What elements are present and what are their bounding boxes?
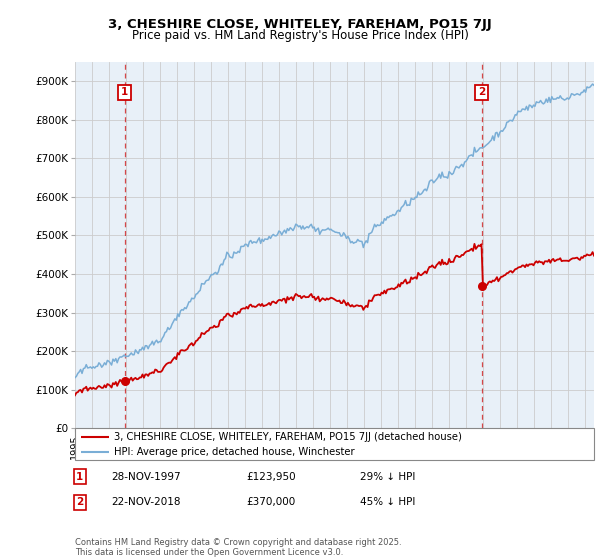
Text: 45% ↓ HPI: 45% ↓ HPI [360,497,415,507]
Text: Price paid vs. HM Land Registry's House Price Index (HPI): Price paid vs. HM Land Registry's House … [131,29,469,42]
Text: HPI: Average price, detached house, Winchester: HPI: Average price, detached house, Winc… [114,447,355,457]
Text: 29% ↓ HPI: 29% ↓ HPI [360,472,415,482]
FancyBboxPatch shape [75,428,594,460]
Text: 3, CHESHIRE CLOSE, WHITELEY, FAREHAM, PO15 7JJ: 3, CHESHIRE CLOSE, WHITELEY, FAREHAM, PO… [108,18,492,31]
Text: 2: 2 [478,87,485,97]
Text: 22-NOV-2018: 22-NOV-2018 [111,497,181,507]
Text: £370,000: £370,000 [246,497,295,507]
Text: £123,950: £123,950 [246,472,296,482]
Text: Contains HM Land Registry data © Crown copyright and database right 2025.
This d: Contains HM Land Registry data © Crown c… [75,538,401,557]
Text: 2: 2 [76,497,83,507]
Text: 3, CHESHIRE CLOSE, WHITELEY, FAREHAM, PO15 7JJ (detached house): 3, CHESHIRE CLOSE, WHITELEY, FAREHAM, PO… [114,432,462,442]
Text: 28-NOV-1997: 28-NOV-1997 [111,472,181,482]
Text: 1: 1 [121,87,128,97]
Text: 1: 1 [76,472,83,482]
